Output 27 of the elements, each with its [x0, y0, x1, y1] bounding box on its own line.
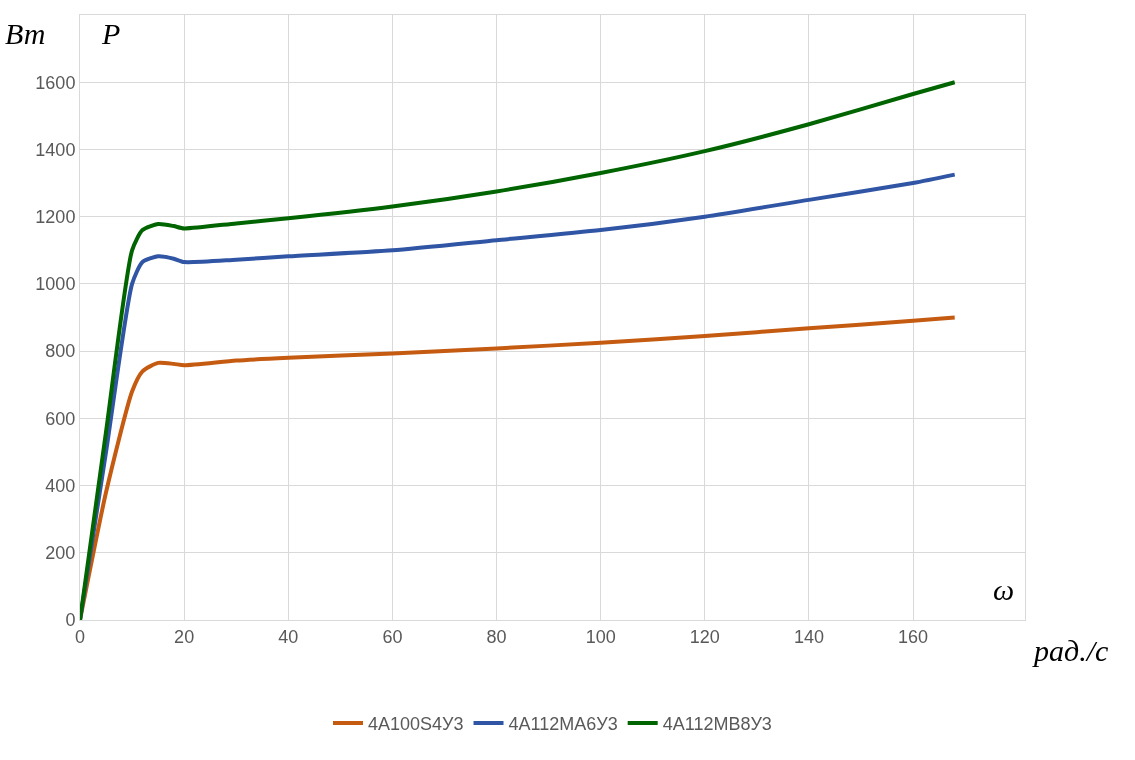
x-tick-label: 160	[898, 626, 929, 647]
y-tick-label: 600	[45, 408, 76, 429]
x-tick-label: 100	[585, 626, 616, 647]
x-axis-title: рад./с	[1032, 634, 1109, 667]
x-tick-label: 140	[793, 626, 824, 647]
y-tick-label: 0	[65, 610, 76, 631]
y-tick-label: 1600	[35, 72, 76, 93]
x-tick-label: 80	[486, 626, 507, 647]
x-tick-label: 20	[174, 626, 195, 647]
x-tick-label: 60	[382, 626, 403, 647]
legend-label: 4A112MA6У3	[508, 713, 618, 734]
line-series	[80, 80, 957, 620]
line-series	[80, 315, 957, 620]
legend-label: 4A100S4У3	[368, 713, 464, 734]
y-tick-label: 1000	[35, 274, 76, 295]
y-tick-label: 1400	[35, 139, 76, 160]
y-tick-label: 800	[45, 341, 76, 362]
legend-label: 4A112MB8У3	[662, 713, 772, 734]
x-tick-label: 120	[689, 626, 720, 647]
annotation: ω	[993, 573, 1015, 606]
annotation: P	[101, 17, 121, 50]
x-tick-label: 40	[278, 626, 299, 647]
y-tick-label: 400	[45, 475, 76, 496]
y-axis-title: Вт	[5, 17, 46, 50]
y-tick-label: 200	[45, 543, 76, 564]
y-tick-label: 1200	[35, 206, 76, 227]
line-series	[80, 172, 957, 620]
